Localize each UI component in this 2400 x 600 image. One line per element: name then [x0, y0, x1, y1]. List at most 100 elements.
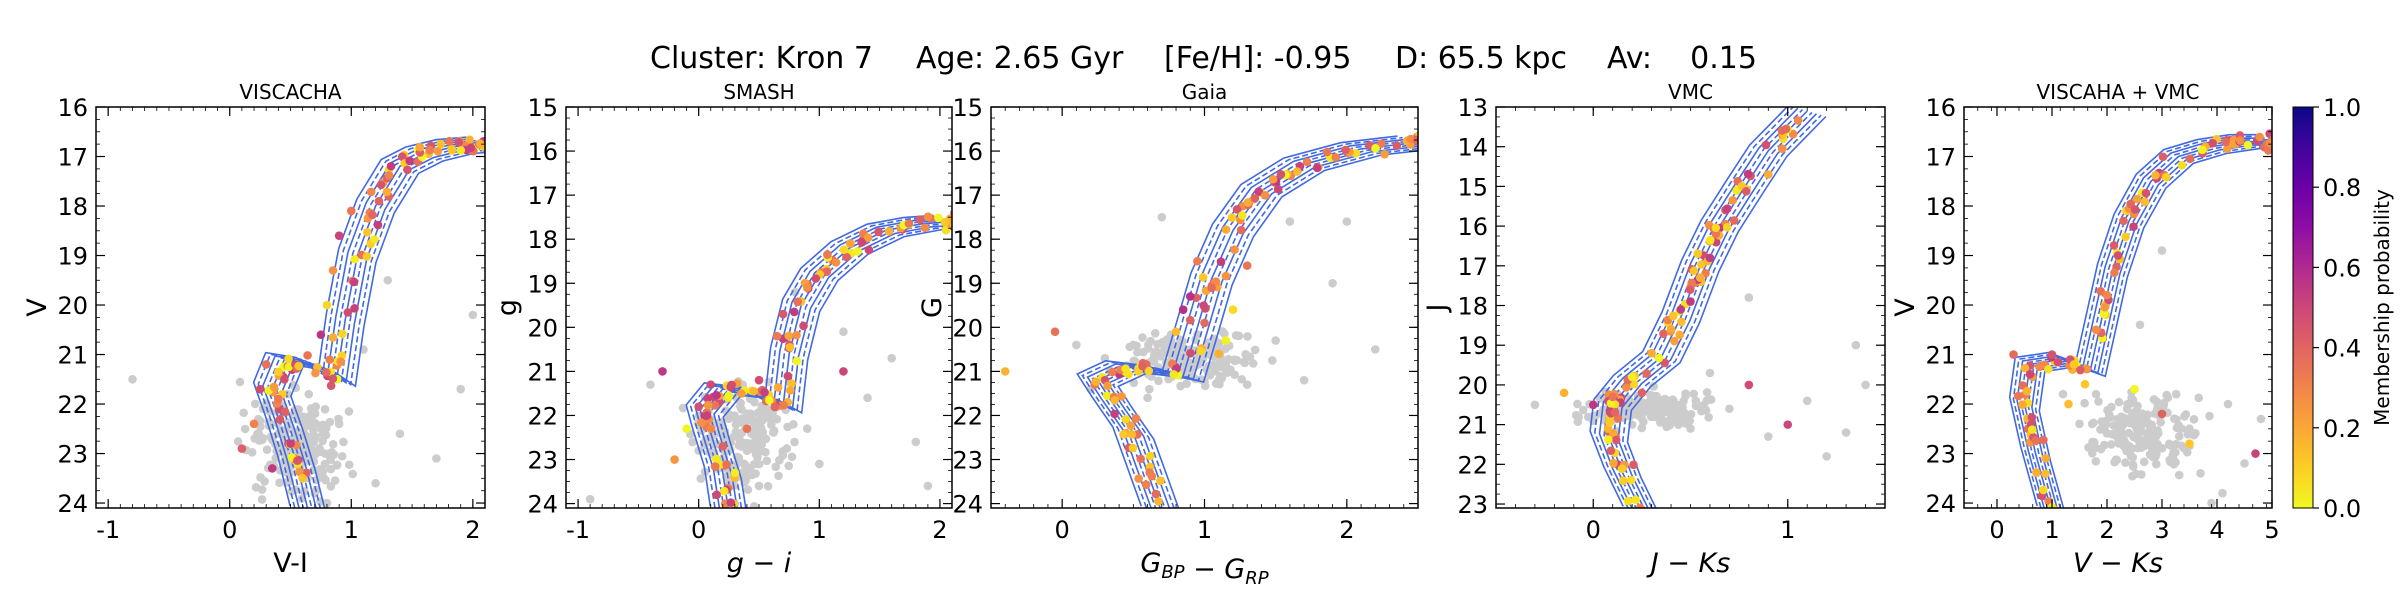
colorbar-tick-label: 0.8	[2323, 174, 2361, 202]
field-star	[318, 467, 328, 476]
field-star	[2135, 320, 2145, 330]
member-star	[350, 254, 360, 264]
field-star	[737, 405, 746, 414]
member-star	[839, 367, 848, 376]
colorbar-gradient	[2292, 106, 2314, 509]
member-star	[1302, 157, 1312, 167]
field-star	[766, 415, 776, 425]
member-star	[1693, 249, 1703, 258]
field-star	[2106, 440, 2116, 449]
isochrones	[252, 136, 485, 508]
field-star	[2174, 432, 2184, 441]
field-star	[1250, 345, 1260, 355]
member-star	[338, 329, 347, 339]
field-star	[2152, 448, 2161, 458]
field-star	[2128, 453, 2138, 462]
field-star	[2135, 439, 2145, 448]
member-star	[863, 233, 873, 243]
member-star	[475, 139, 485, 149]
member-star	[712, 390, 721, 400]
field-star	[321, 430, 331, 440]
member-star	[294, 361, 303, 371]
member-star	[702, 411, 712, 420]
member-star	[1199, 301, 1208, 310]
member-star	[1312, 163, 1322, 173]
y-tick-label: 19	[527, 270, 558, 298]
field-star	[2123, 399, 2132, 409]
x-tick-label: 0	[1586, 516, 1601, 544]
member-star	[2109, 241, 2119, 250]
panel-2: 0 1 2 15 16 17 18 19 20 21 22 23 24 Gaia GBP − GRP G	[917, 80, 1419, 589]
field-star	[2189, 415, 2199, 424]
y-tick-label: 15	[527, 94, 558, 122]
panel-title: VISCAHA + VMC	[2036, 80, 2199, 104]
member-star	[334, 231, 344, 241]
plot-area	[2008, 129, 2272, 508]
member-star	[1207, 283, 1216, 292]
member-star	[720, 486, 729, 496]
field-star	[2146, 429, 2156, 439]
field-star	[2151, 459, 2161, 469]
member-star	[934, 213, 943, 223]
field-star	[251, 483, 261, 492]
isochrone-line	[1626, 115, 1827, 508]
field-star	[1681, 389, 1690, 398]
member-star	[249, 419, 259, 429]
member-star	[2096, 286, 2105, 296]
field-star	[742, 446, 752, 456]
member-star	[1138, 361, 1147, 371]
y-tick-label: 20	[57, 292, 88, 320]
member-star	[294, 467, 304, 477]
y-tick-label: 21	[527, 358, 558, 386]
member-star	[1380, 150, 1389, 159]
member-star	[349, 277, 359, 287]
member-star	[1136, 454, 1145, 464]
isochrone-line	[1593, 107, 1794, 508]
member-star	[710, 401, 720, 410]
field-star	[1371, 345, 1380, 354]
field-star	[2180, 412, 2189, 421]
member-stars	[237, 135, 485, 483]
member-star	[670, 455, 679, 464]
member-star	[754, 375, 764, 385]
field-star	[2104, 410, 2114, 420]
y-tick-label: 23	[1457, 491, 1488, 519]
field-star	[1668, 397, 1678, 406]
member-star	[1131, 414, 1141, 423]
field-star	[344, 460, 354, 470]
field-star	[887, 353, 896, 363]
member-star	[1793, 116, 1803, 125]
member-star	[1141, 480, 1151, 489]
member-star	[2032, 468, 2041, 477]
field-star	[1285, 217, 1295, 226]
field-star	[2091, 456, 2101, 466]
y-tick-label: 20	[527, 314, 558, 342]
member-star	[1606, 399, 1616, 408]
isochrone-line	[685, 214, 934, 507]
member-star	[1764, 170, 1773, 179]
y-tick-label: 23	[1925, 441, 1956, 469]
field-star	[749, 501, 759, 508]
field-star	[1635, 409, 1645, 419]
member-star	[2185, 439, 2194, 448]
field-star	[305, 411, 315, 421]
member-star	[350, 304, 359, 313]
panel-title: Gaia	[1182, 80, 1228, 104]
member-star	[726, 498, 736, 507]
member-star	[370, 235, 379, 244]
member-star	[1221, 225, 1231, 234]
member-star	[311, 368, 320, 378]
x-tick-label: 0	[222, 516, 237, 544]
member-star	[465, 135, 474, 145]
member-star	[1783, 420, 1793, 429]
y-tick-label: 17	[952, 182, 983, 210]
member-star	[1654, 353, 1664, 363]
member-star	[1117, 392, 1126, 401]
member-star	[374, 196, 384, 206]
member-star	[1126, 421, 1136, 431]
member-star	[1186, 348, 1195, 358]
member-star	[1744, 380, 1754, 390]
member-stars	[2009, 129, 2272, 508]
field-stars	[1530, 293, 1870, 461]
y-tick-label: 24	[57, 490, 88, 518]
